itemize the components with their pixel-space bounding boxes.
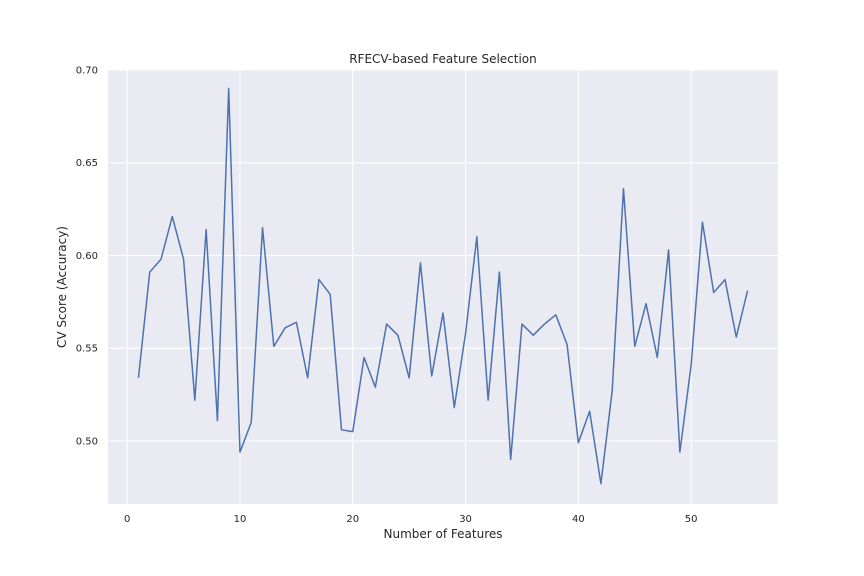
x-tick-label: 30 <box>459 514 472 525</box>
grid-lines <box>108 69 778 504</box>
y-tick-label: 0.70 <box>76 66 98 77</box>
series-group <box>137 87 749 485</box>
x-tick-label: 50 <box>685 514 698 525</box>
x-tick-label: 0 <box>124 514 130 525</box>
y-tick-label: 0.55 <box>76 344 98 355</box>
chart-title: RFECV-based Feature Selection <box>349 52 537 66</box>
y-tick-label: 0.50 <box>76 436 98 447</box>
x-tick-labels: 0 10 20 30 40 50 <box>124 514 698 525</box>
y-tick-labels: 0.50 0.55 0.60 0.65 0.70 <box>76 66 98 448</box>
x-axis-label: Number of Features <box>384 527 503 541</box>
x-tick-label: 40 <box>572 514 585 525</box>
y-tick-label: 0.65 <box>76 158 98 169</box>
y-axis-label: CV Score (Accuracy) <box>55 226 69 348</box>
series-line <box>137 87 749 485</box>
x-tick-label: 10 <box>234 514 247 525</box>
y-tick-label: 0.60 <box>76 251 98 262</box>
plot-area <box>108 70 778 504</box>
x-tick-label: 20 <box>346 514 359 525</box>
